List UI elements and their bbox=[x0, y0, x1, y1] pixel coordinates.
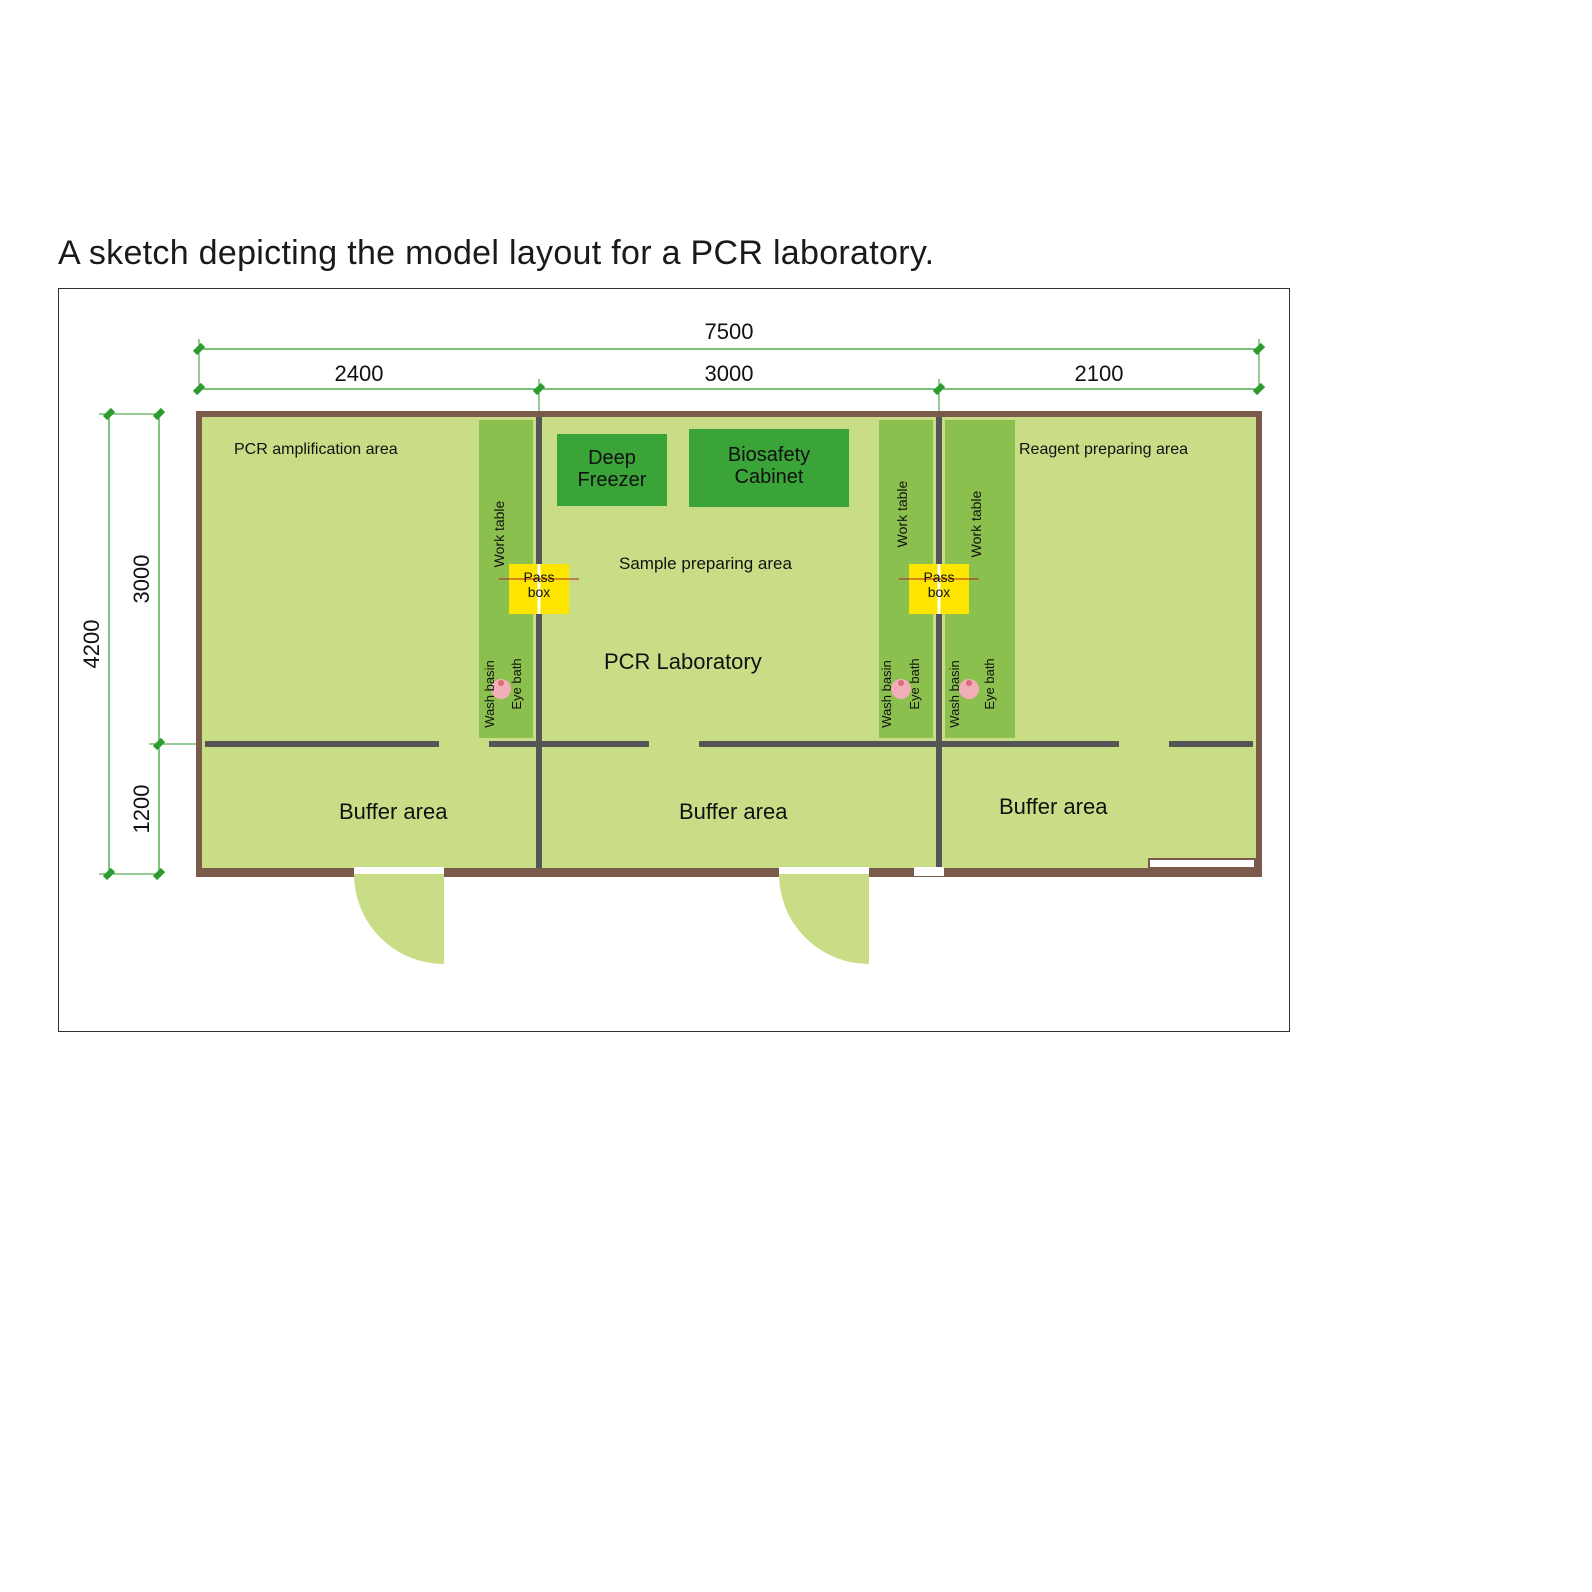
dim-3000h: 3000 bbox=[129, 555, 154, 604]
svg-text:box: box bbox=[528, 584, 551, 600]
label-washbasin-3: Wash basin bbox=[947, 660, 962, 727]
svg-text:Pass: Pass bbox=[923, 569, 954, 585]
svg-text:Pass: Pass bbox=[523, 569, 554, 585]
label-washbasin-1: Wash basin bbox=[482, 660, 497, 727]
deep-freezer-label-l1: Deep bbox=[588, 447, 636, 469]
label-washbasin-2: Wash basin bbox=[879, 660, 894, 727]
svg-text:box: box bbox=[928, 584, 951, 600]
dim-7500: 7500 bbox=[705, 319, 754, 344]
figure-caption: A sketch depicting the model layout for … bbox=[58, 234, 934, 273]
label-worktable-3: Work table bbox=[968, 490, 984, 557]
biosafety-label-l2: Cabinet bbox=[735, 466, 804, 488]
dim-3000w: 3000 bbox=[705, 361, 754, 386]
passbox-left: Pass box bbox=[499, 564, 579, 614]
passbox-right: Pass box bbox=[899, 564, 979, 614]
label-buffer-3: Buffer area bbox=[999, 794, 1108, 819]
label-worktable-1: Work table bbox=[491, 500, 507, 567]
label-pcr-lab: PCR Laboratory bbox=[604, 649, 762, 674]
sink-icon-3 bbox=[959, 679, 979, 699]
dim-2400: 2400 bbox=[335, 361, 384, 386]
floorplan-svg: 7500 2400 3000 2100 4200 3000 1200 bbox=[59, 289, 1291, 1033]
label-sample: Sample preparing area bbox=[619, 554, 792, 573]
dim-4200: 4200 bbox=[79, 620, 104, 669]
label-buffer-2: Buffer area bbox=[679, 799, 788, 824]
label-eyebath-2: Eye bath bbox=[907, 658, 922, 709]
dim-left-segments: 3000 1200 bbox=[129, 410, 199, 878]
label-reagent: Reagent preparing area bbox=[1019, 441, 1188, 458]
diagram-frame: 7500 2400 3000 2100 4200 3000 1200 bbox=[58, 288, 1290, 1032]
biosafety-label-l1: Biosafety bbox=[728, 444, 810, 466]
dim-2100: 2100 bbox=[1075, 361, 1124, 386]
label-pcr-amp: PCR amplification area bbox=[234, 441, 398, 458]
label-buffer-1: Buffer area bbox=[339, 799, 448, 824]
label-eyebath-3: Eye bath bbox=[982, 658, 997, 709]
label-worktable-2: Work table bbox=[894, 480, 910, 547]
door-swing-2 bbox=[779, 874, 869, 964]
door-swing-1 bbox=[354, 874, 444, 964]
deep-freezer-label-l2: Freezer bbox=[578, 469, 647, 491]
dim-top-segments: 2400 3000 2100 bbox=[195, 361, 1263, 414]
label-eyebath-1: Eye bath bbox=[509, 658, 524, 709]
dim-1200: 1200 bbox=[129, 785, 154, 834]
ledge-bottom-right bbox=[1149, 859, 1255, 868]
